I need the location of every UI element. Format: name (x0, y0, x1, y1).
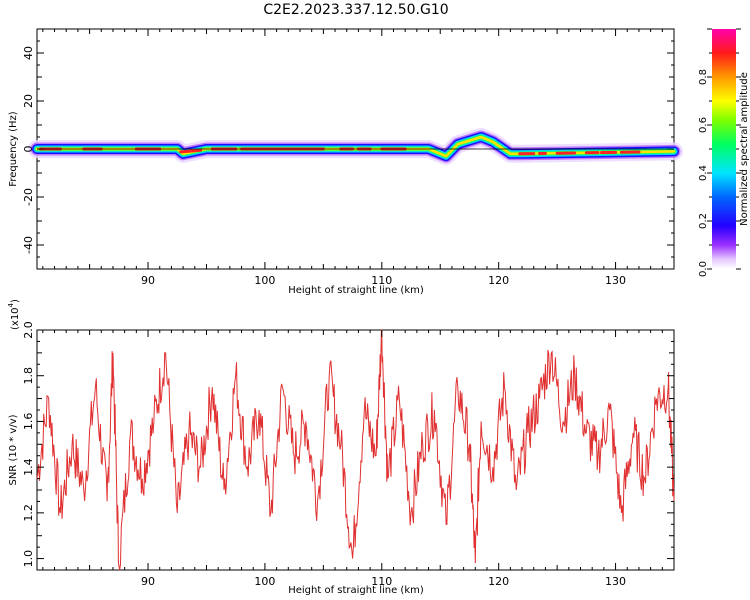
snr-x-label: Height of straight line (km) (288, 585, 424, 596)
spectrogram-y-ticks: 40 20 0 -20 -40 (22, 28, 674, 270)
y-tick-label: 40 (22, 46, 35, 60)
y-tick-label: -20 (22, 188, 35, 206)
snr-x-ticks: 90 100 110 120 130 (42, 330, 675, 588)
colorbar-label: Normalized spectral amplitude (739, 72, 750, 226)
y-tick-label: 1.2 (22, 504, 35, 522)
snr-scale-exponent: 4 (7, 302, 15, 307)
y-tick-label: 0 (22, 146, 35, 153)
colorbar-tick-label: 0.0 (698, 261, 709, 277)
ridge-peak (179, 148, 203, 154)
y-tick-label: 1.6 (22, 413, 35, 431)
x-tick-label: 90 (141, 274, 155, 287)
x-tick-label: 130 (605, 274, 626, 287)
svg-text:(x104): (x104) (7, 299, 21, 330)
spectrogram-ridge (28, 128, 683, 166)
snr-panel: 90 100 110 120 130 2.0 1.8 1.6 1.4 1.2 1.0 Height… (7, 299, 675, 596)
y-tick-label: 2.0 (22, 321, 35, 339)
spectrogram-x-label: Height of straight line (km) (288, 285, 424, 296)
snr-scale-text: (x10 (10, 307, 21, 330)
x-tick-label: 130 (605, 575, 626, 588)
x-tick-label: 100 (254, 274, 275, 287)
colorbar-gradient (712, 29, 736, 269)
x-tick-label: 100 (254, 575, 275, 588)
x-tick-label: 120 (488, 575, 509, 588)
spectrogram-y-label: Frequency (Hz) (8, 111, 19, 187)
snr-series-line (36, 329, 675, 571)
snr-y-label: SNR (10 * v/v) (8, 414, 19, 485)
colorbar-tick-label: 0.4 (698, 165, 709, 181)
y-tick-label: 20 (22, 94, 35, 108)
y-tick-label: 1.4 (22, 458, 35, 476)
x-tick-label: 120 (488, 274, 509, 287)
x-tick-label: 110 (371, 274, 392, 287)
colorbar-tick-label: 0.2 (698, 213, 709, 229)
spectrogram-panel: 90 100 110 120 130 40 20 0 -20 -40 Height of str… (8, 28, 683, 296)
spectrogram-x-ticks: 90 100 110 120 130 (42, 29, 675, 287)
x-tick-label: 90 (141, 575, 155, 588)
figure-title: C2E2.2023.337.12.50.G10 (263, 2, 448, 18)
colorbar-tick-label: 0.8 (698, 69, 709, 85)
y-tick-label: -40 (22, 236, 35, 254)
colorbar: 0.0 0.2 0.4 0.6 0.8 Normalized spectral ampl… (698, 28, 750, 277)
colorbar-ticks: 0.0 0.2 0.4 0.6 0.8 (698, 28, 741, 277)
y-tick-label: 1.0 (22, 550, 35, 568)
colorbar-tick-label: 0.6 (698, 117, 709, 133)
snr-y-ticks: 2.0 1.8 1.6 1.4 1.2 1.0 (22, 321, 674, 567)
y-tick-label: 1.8 (22, 367, 35, 385)
snr-scale-label: (x104) (7, 299, 21, 330)
x-tick-label: 110 (371, 575, 392, 588)
